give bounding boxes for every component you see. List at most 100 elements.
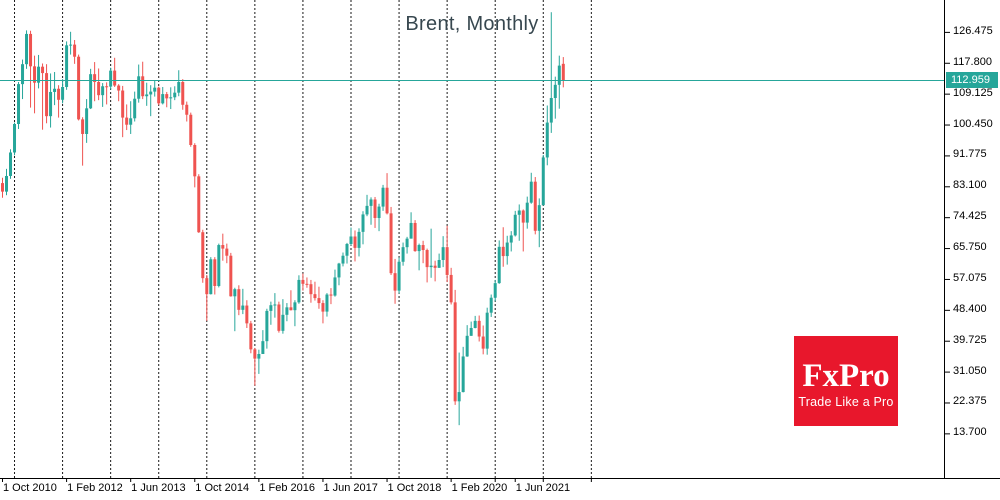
candle-body [213,259,217,286]
price-tick-label: 22.375 [953,395,987,408]
candle-body [217,245,221,286]
candle-body [513,214,517,236]
time-tick-label: 1 Oct 2014 [195,482,250,494]
candle-body [497,246,501,284]
time-tick-label: 1 Jun 2013 [131,482,186,494]
candle-body [453,302,457,402]
candle-body [73,44,77,57]
candle-body [549,98,553,123]
time-tick-label: 1 Oct 2010 [3,482,57,494]
candle-body [77,56,81,120]
candle-body [225,248,229,256]
candle-body [185,104,189,115]
candle-body [61,86,65,100]
candle-body [345,243,349,256]
time-tick-label: 1 Oct 2018 [387,482,442,494]
candle-body [405,238,409,248]
candle-body [81,119,85,134]
candle-body [161,94,165,104]
candle-body [349,236,353,244]
candle-body [533,181,537,231]
candle-body [137,76,141,99]
price-tick-label: 65.750 [953,241,987,254]
candle-body [233,289,237,297]
candle-body [121,90,125,118]
candle-body [261,341,265,354]
candle-body [201,232,205,279]
candle-body [153,87,157,92]
candle-body [145,94,149,97]
candle-body [477,320,481,337]
candle-body [321,303,325,312]
candle-body [325,294,329,312]
price-tick-label: 109.125 [953,86,993,99]
candle-body [41,66,45,74]
price-tick-label: 13.700 [953,426,987,439]
candle-body [141,76,145,97]
candle-body [309,284,313,295]
candle-body [433,265,437,268]
candle-body [17,84,21,124]
candle-body [85,108,89,134]
candle-body [29,33,33,67]
candle-body [461,356,465,393]
candle-body [113,70,117,86]
candle-body [117,85,121,91]
candle-body [445,247,449,275]
candle-body [489,297,493,313]
candle-body [517,210,521,215]
price-tick-label: 117.800 [953,55,992,68]
candle-body [273,304,277,306]
candle-body [337,263,341,278]
candle-body [537,205,541,231]
candle-body [65,45,69,87]
candle-body [133,98,137,119]
candle-body [293,302,297,311]
candle-body [49,91,53,117]
candle-body [229,255,233,297]
candle-body [509,235,513,243]
candle-body [21,64,25,85]
candle-body [377,206,381,218]
candle-body [397,261,401,291]
candle-body [413,222,417,252]
candle-body [197,176,201,233]
time-tick-label: 1 Jun 2021 [515,482,571,494]
candle-body [253,349,257,359]
price-tick-label: 83.100 [953,179,987,192]
candle-body [353,236,357,248]
candle-body [237,289,241,310]
candle-body [365,205,369,215]
candle-body [313,294,317,299]
candle-body [33,66,37,83]
candle-body [437,259,441,268]
candle-body [493,283,497,298]
candle-body [177,81,181,93]
candle-body [541,157,545,206]
candle-body [557,65,561,85]
candle-body [269,305,273,311]
candle-body [13,123,17,153]
price-tick-label: 126.475 [953,24,993,37]
candle-body [157,87,161,104]
candle-body [241,305,245,310]
candle-body [109,70,113,87]
candle-body [245,305,249,324]
time-tick-label: 1 Feb 2016 [259,482,316,494]
candle-body [525,202,529,223]
price-tick-label: 48.400 [953,302,987,315]
candle-body [529,181,533,203]
candle-body [89,74,93,109]
time-tick-label: 1 Feb 2020 [451,482,508,494]
candle-body [317,298,321,304]
candle-body [209,259,213,295]
candle-body [485,312,489,349]
candle-body [301,279,305,284]
price-tick-label: 91.775 [953,148,987,161]
price-tick-label: 74.425 [953,210,987,223]
candle-body [37,66,41,83]
time-tick-label: 1 Jun 2017 [323,482,378,494]
candle-body [25,33,29,65]
